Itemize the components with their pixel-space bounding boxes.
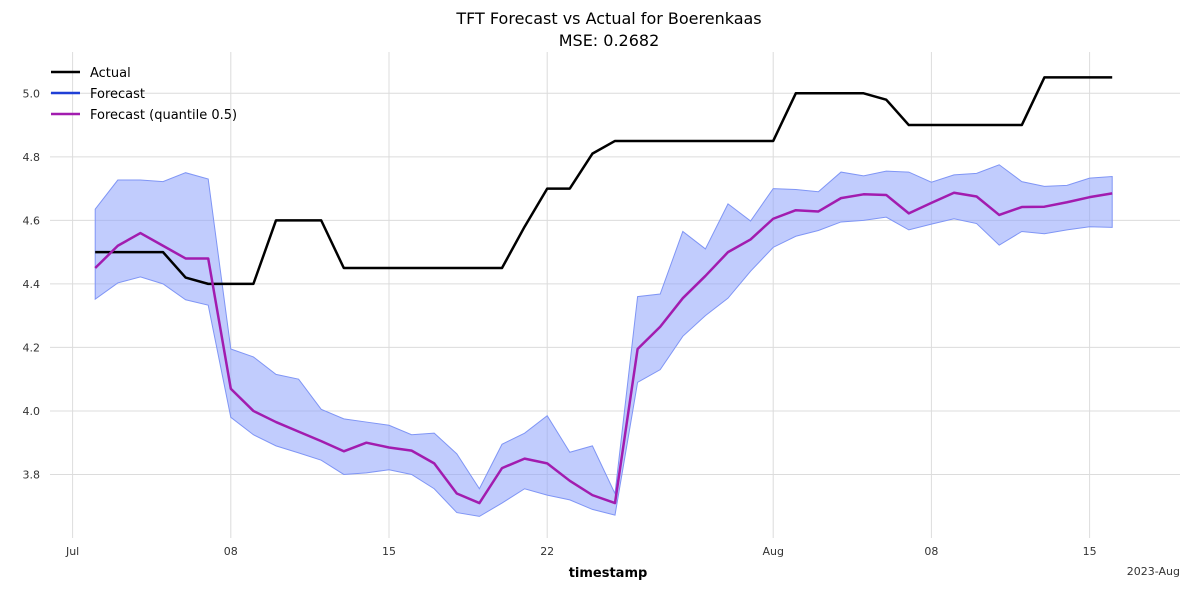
- chart-subtitle: MSE: 0.2682: [559, 31, 660, 50]
- y-tick-label: 3.8: [23, 468, 41, 481]
- y-tick-label: 5.0: [23, 87, 41, 100]
- x-axis-ticks: Jul 08 15 22 Aug 08 15: [65, 545, 1097, 558]
- chart-title: TFT Forecast vs Actual for Boerenkaas: [455, 9, 761, 28]
- y-tick-label: 4.0: [23, 405, 41, 418]
- x-tick-label: 15: [1083, 545, 1097, 558]
- legend-label-quantile: Forecast (quantile 0.5): [90, 108, 237, 123]
- x-tick-label: 15: [382, 545, 396, 558]
- x-tick-label: 08: [224, 545, 238, 558]
- legend: Actual Forecast Forecast (quantile 0.5): [51, 66, 237, 123]
- legend-label-actual: Actual: [90, 66, 131, 81]
- x-tick-label: 08: [924, 545, 938, 558]
- x-tick-label: 22: [540, 545, 554, 558]
- forecast-interval-band: [94, 164, 1113, 517]
- y-axis-ticks: 3.8 4.0 4.2 4.4 4.6 4.8 5.0: [23, 87, 41, 481]
- y-tick-label: 4.8: [23, 151, 41, 164]
- forecast-band: [94, 164, 1113, 517]
- x-tick-label: Jul: [65, 545, 79, 558]
- series-line-0: [95, 76, 1113, 286]
- x-tick-label: Aug: [762, 545, 783, 558]
- x-axis-label: timestamp: [569, 566, 648, 581]
- y-tick-label: 4.4: [23, 278, 41, 291]
- legend-label-forecast: Forecast: [90, 87, 145, 102]
- y-tick-label: 4.2: [23, 341, 41, 354]
- series-line-2: [94, 191, 1113, 505]
- y-tick-label: 4.6: [23, 214, 41, 227]
- grid: [50, 52, 1180, 538]
- series-lines: [94, 76, 1113, 505]
- x-offset-label: 2023-Aug: [1127, 565, 1180, 578]
